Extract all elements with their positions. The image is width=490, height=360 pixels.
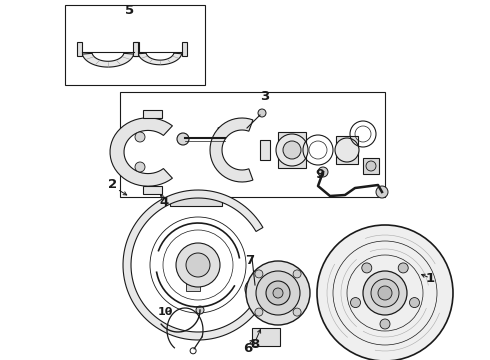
Circle shape xyxy=(246,261,310,325)
Circle shape xyxy=(350,298,361,307)
Circle shape xyxy=(317,225,453,360)
Circle shape xyxy=(196,306,204,314)
Bar xyxy=(363,158,379,174)
Text: 4: 4 xyxy=(159,195,169,208)
Circle shape xyxy=(266,281,290,305)
Polygon shape xyxy=(110,118,172,186)
Circle shape xyxy=(258,109,266,117)
Bar xyxy=(278,132,306,168)
Text: 9: 9 xyxy=(316,168,324,181)
Circle shape xyxy=(380,319,390,329)
Circle shape xyxy=(255,308,263,316)
Circle shape xyxy=(362,263,372,273)
Bar xyxy=(143,110,162,118)
Circle shape xyxy=(135,162,145,172)
Circle shape xyxy=(293,308,301,316)
Bar xyxy=(77,42,82,56)
Text: 7: 7 xyxy=(245,253,255,266)
Circle shape xyxy=(398,263,408,273)
Text: 1: 1 xyxy=(425,271,435,284)
Circle shape xyxy=(293,270,301,278)
Circle shape xyxy=(177,133,189,145)
Text: 10: 10 xyxy=(157,307,172,317)
Circle shape xyxy=(193,250,213,270)
Bar xyxy=(170,197,222,206)
Bar xyxy=(186,273,200,281)
Circle shape xyxy=(410,298,419,307)
Bar xyxy=(252,328,280,346)
Text: 2: 2 xyxy=(108,179,118,192)
Bar xyxy=(182,42,187,56)
Circle shape xyxy=(318,167,328,177)
Circle shape xyxy=(378,286,392,300)
Circle shape xyxy=(371,279,399,307)
Circle shape xyxy=(273,288,283,298)
Text: 8: 8 xyxy=(250,338,260,351)
Circle shape xyxy=(376,186,388,198)
Circle shape xyxy=(186,253,210,277)
Circle shape xyxy=(255,270,263,278)
Circle shape xyxy=(176,243,220,287)
Circle shape xyxy=(276,134,308,166)
Text: 5: 5 xyxy=(125,4,135,17)
Polygon shape xyxy=(82,53,134,67)
Circle shape xyxy=(135,132,145,142)
Bar xyxy=(133,42,138,56)
Bar xyxy=(120,92,385,197)
Circle shape xyxy=(256,271,300,315)
Circle shape xyxy=(283,141,301,159)
Bar xyxy=(65,5,205,85)
Text: 3: 3 xyxy=(260,90,270,104)
Circle shape xyxy=(363,271,407,315)
Bar xyxy=(134,42,139,56)
Text: 6: 6 xyxy=(244,342,253,355)
Bar xyxy=(186,283,200,291)
Circle shape xyxy=(335,138,359,162)
Polygon shape xyxy=(210,118,253,182)
Bar xyxy=(143,186,162,194)
Bar xyxy=(336,136,358,164)
Polygon shape xyxy=(218,126,230,134)
Circle shape xyxy=(366,161,376,171)
Bar xyxy=(260,140,270,160)
Circle shape xyxy=(198,255,208,265)
Polygon shape xyxy=(138,53,182,65)
Polygon shape xyxy=(123,190,263,340)
